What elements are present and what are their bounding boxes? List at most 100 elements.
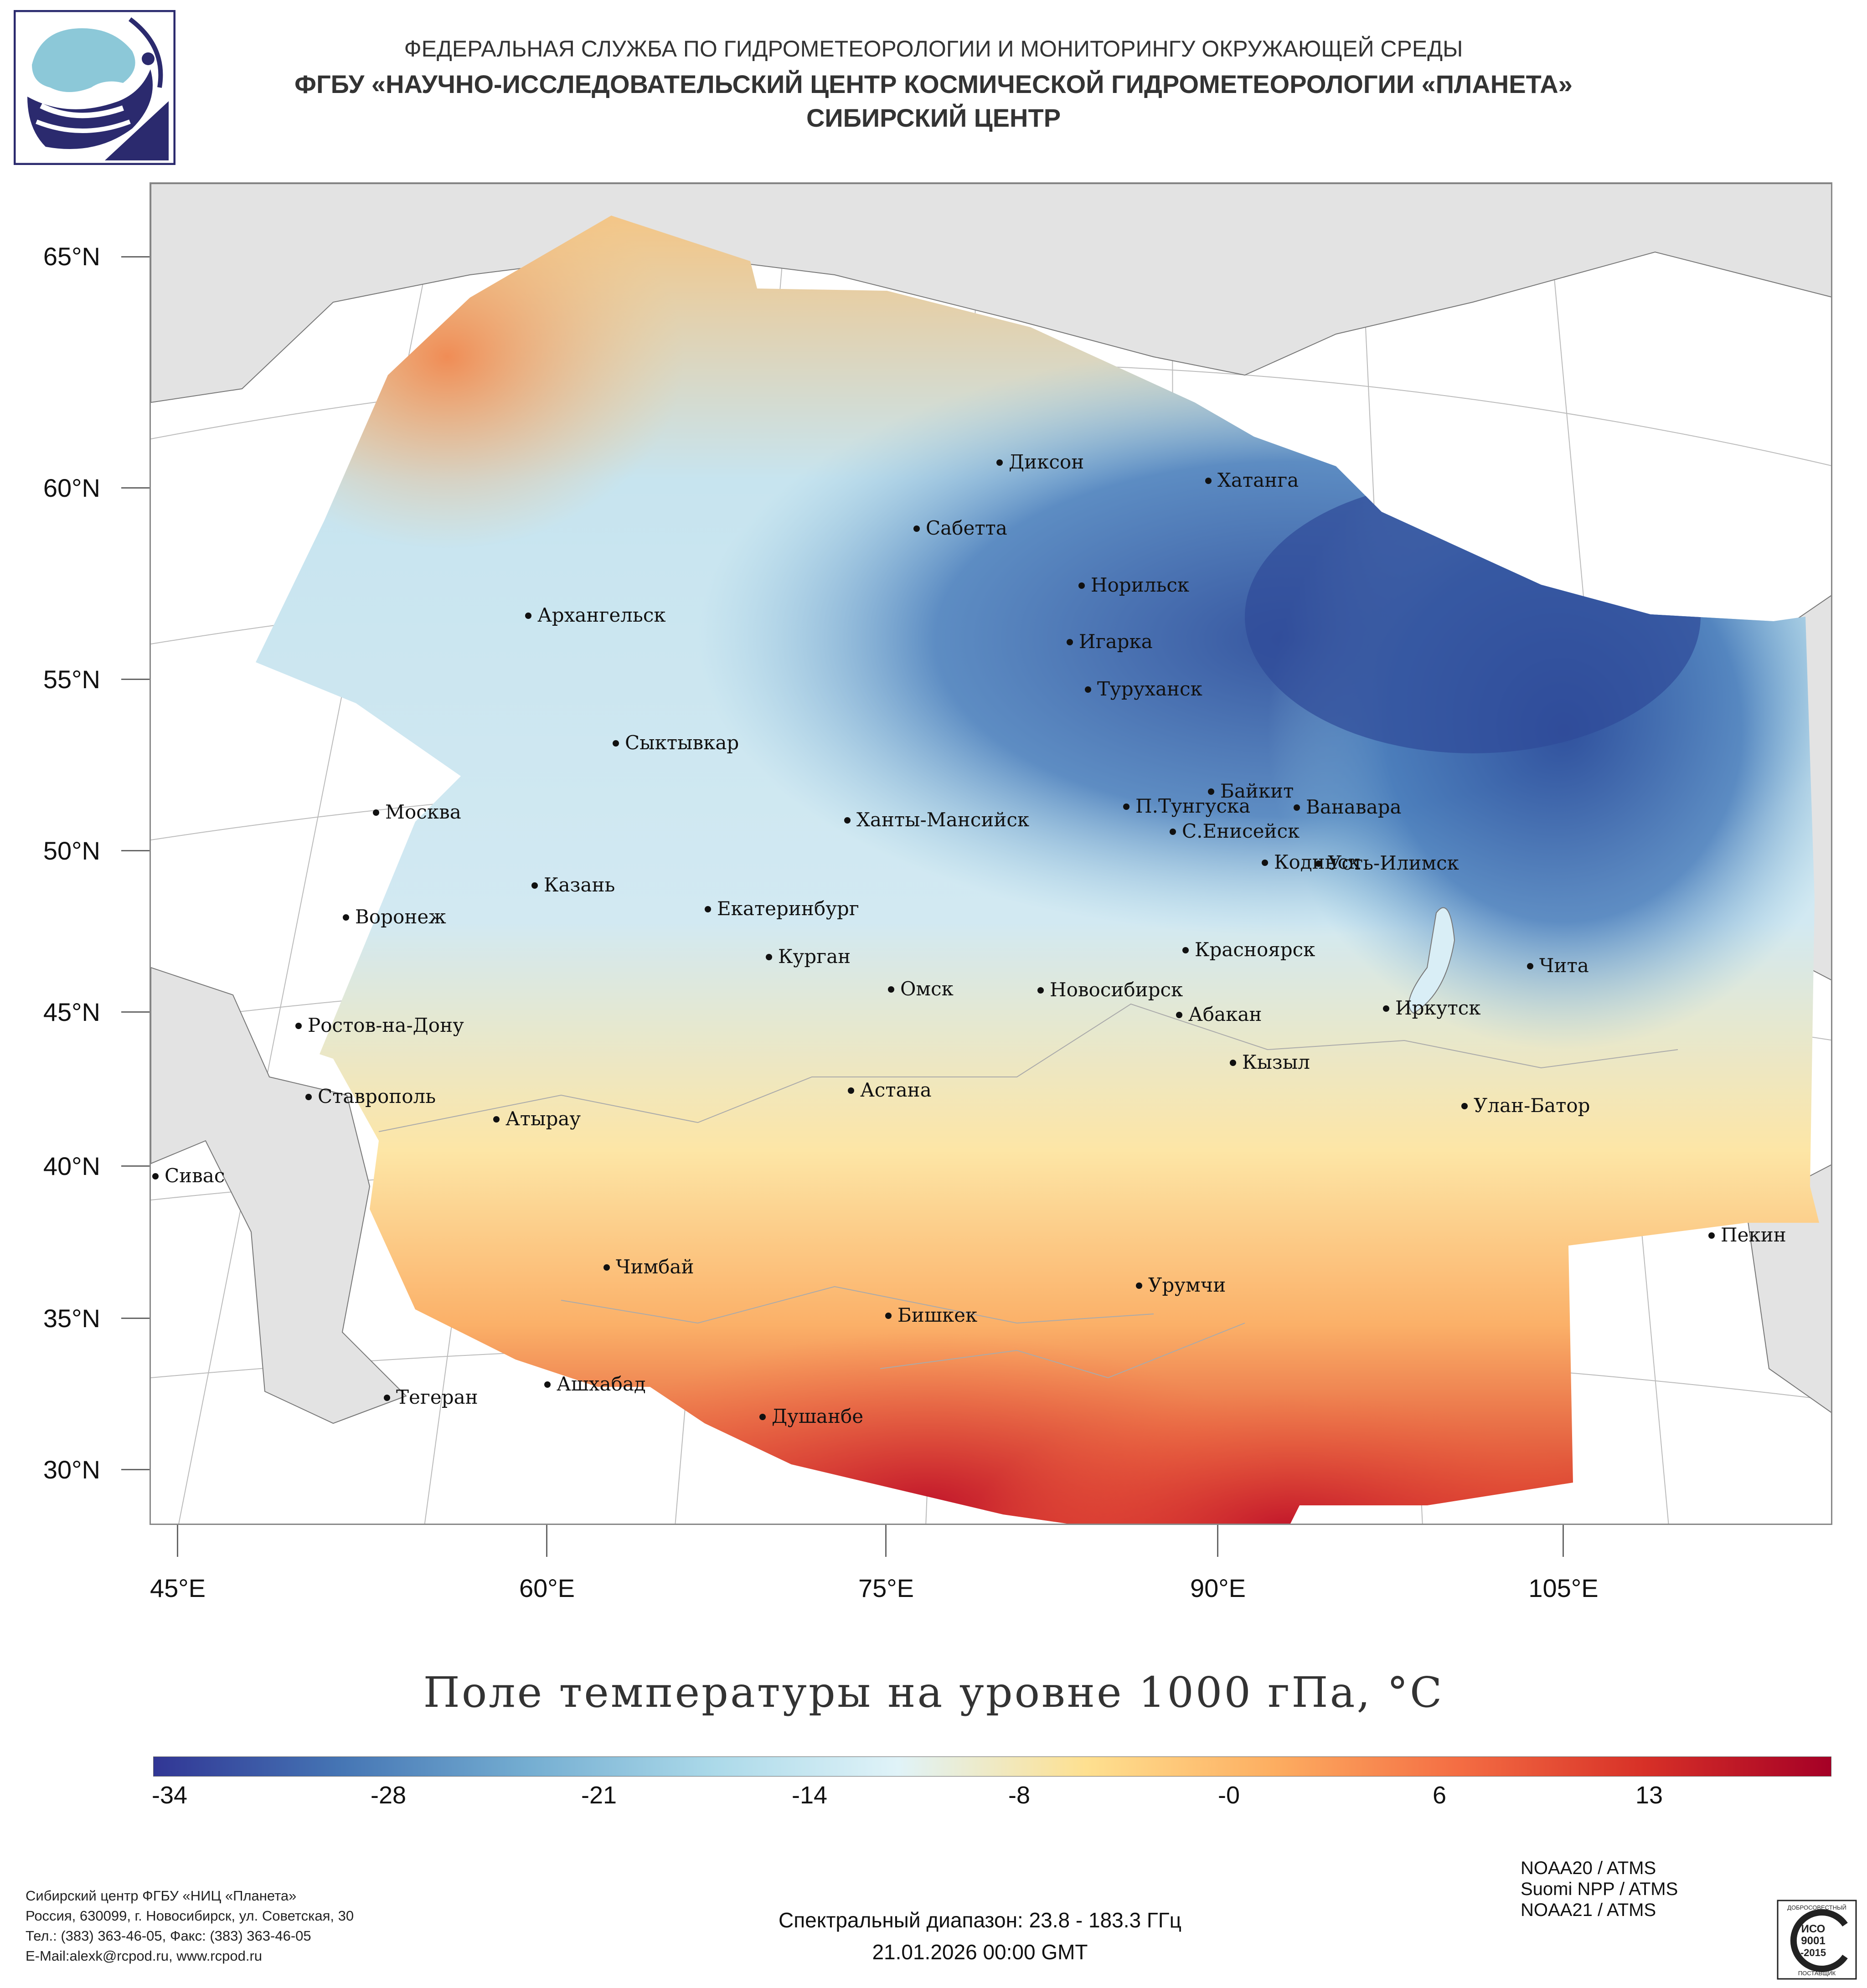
header-agency: ФЕДЕРАЛЬНАЯ СЛУЖБА ПО ГИДРОМЕТЕОРОЛОГИИ …: [404, 36, 1463, 62]
city-turukhansk: Туруханск: [1085, 678, 1202, 700]
iso-badge: ДОБРОСОВЕСТНЫЙ ИСО 9001 -2015 ПОСТАВЩИК: [1777, 1900, 1857, 1980]
svg-text:Ашхабад: Ашхабад: [557, 1373, 646, 1395]
city-baykit: Байкит: [1208, 780, 1294, 802]
lat-label-50: 50°N: [43, 836, 100, 865]
svg-text:Москва: Москва: [385, 801, 461, 823]
city-chita: Чита: [1527, 954, 1589, 977]
city-atyrau: Атырау: [493, 1107, 581, 1130]
city-pekin: Пекин: [1708, 1224, 1786, 1246]
city-igarka: Игарка: [1067, 630, 1153, 653]
org-address: Россия, 630099, г. Новосибирск, ул. Сове…: [26, 1908, 354, 1924]
svg-text:Новосибирск: Новосибирск: [1050, 979, 1183, 1001]
city-s-eniseysk: С.Енисейск: [1170, 820, 1300, 842]
city-p-tunguska: П.Тунгуска: [1123, 795, 1250, 817]
lat-label-55: 55°N: [43, 665, 100, 694]
lat-label-65: 65°N: [43, 242, 100, 271]
svg-text:Воронеж: Воронеж: [355, 906, 446, 928]
svg-text:ПОСТАВЩИК: ПОСТАВЩИК: [1798, 1970, 1836, 1977]
svg-text:Ростов-на-Дону: Ростов-на-Дону: [308, 1014, 464, 1036]
city-dikson: Диксон: [996, 451, 1084, 473]
svg-text:Абакан: Абакан: [1188, 1003, 1262, 1025]
svg-text:ИСО: ИСО: [1801, 1923, 1826, 1935]
svg-text:Омск: Омск: [900, 978, 954, 1000]
svg-text:Архангельск: Архангельск: [537, 604, 666, 626]
city-voronezh: Воронеж: [343, 906, 446, 928]
svg-text:Игарка: Игарка: [1079, 630, 1153, 653]
cb-label-6: 6: [1432, 1782, 1447, 1809]
city-omsk: Омск: [888, 978, 954, 1000]
map-title: Поле температуры на уровне 1000 гПа, °C: [423, 1668, 1444, 1717]
baikal-lake: [1408, 907, 1455, 1014]
lat-label-40: 40°N: [43, 1152, 100, 1180]
city-norilsk: Норильск: [1078, 574, 1189, 596]
spectral-range: Спектральный диапазон: 23.8 - 183.3 ГГц: [778, 1908, 1182, 1932]
city-kyzyl: Кызыл: [1230, 1051, 1310, 1073]
lat-label-35: 35°N: [43, 1304, 100, 1333]
org-contacts: Сибирский центр ФГБУ «НИЦ «Планета» Росс…: [26, 1886, 354, 1966]
city-astana: Астана: [848, 1079, 932, 1101]
city-sabetta: Сабетта: [913, 517, 1007, 539]
city-ust-ilimsk: Усть-Илимск: [1315, 852, 1459, 874]
borders: [378, 1003, 1678, 1379]
observation-datetime: 21.01.2026 00:00 GMT: [872, 1940, 1088, 1964]
lon-label-75: 75°E: [858, 1574, 914, 1602]
svg-text:Урумчи: Урумчи: [1148, 1274, 1226, 1296]
svg-text:Сыктывкар: Сыктывкар: [625, 731, 739, 754]
lon-label-90: 90°E: [1190, 1574, 1246, 1602]
lat-label-30: 30°N: [43, 1455, 100, 1484]
svg-text:Сабетта: Сабетта: [926, 517, 1007, 539]
svg-text:Кызыл: Кызыл: [1242, 1051, 1310, 1073]
city-abakan: Абакан: [1176, 1003, 1262, 1025]
svg-text:Атырау: Атырау: [505, 1107, 581, 1130]
svg-text:Курган: Курган: [778, 945, 851, 968]
city-chimbay: Чимбай: [603, 1256, 694, 1278]
cb-label-m28: -28: [370, 1782, 407, 1809]
svg-text:Норильск: Норильск: [1091, 574, 1189, 596]
map-canvas: Диксон Хатанга Сабетта Норильск Архангел…: [151, 184, 1831, 1524]
city-kazan: Казань: [531, 874, 615, 896]
city-ekaterinburg: Екатеринбург: [705, 897, 859, 920]
svg-text:Душанбе: Душанбе: [772, 1405, 863, 1427]
svg-text:ДОБРОСОВЕСТНЫЙ: ДОБРОСОВЕСТНЫЙ: [1787, 1904, 1846, 1911]
city-moscow: Москва: [373, 801, 461, 823]
lat-label-60: 60°N: [43, 474, 100, 502]
city-bishkek: Бишкек: [885, 1304, 977, 1326]
city-sivas: Сивас: [152, 1164, 225, 1187]
svg-text:С.Енисейск: С.Енисейск: [1182, 820, 1300, 842]
svg-text:Диксон: Диксон: [1009, 451, 1084, 473]
svg-text:-2015: -2015: [1800, 1947, 1826, 1958]
observation-info: Спектральный диапазон: 23.8 - 183.3 ГГц …: [593, 1904, 1367, 1968]
svg-text:Казань: Казань: [544, 874, 615, 896]
city-arkhangelsk: Архангельск: [525, 604, 666, 626]
header-center: СИБИРСКИЙ ЦЕНТР: [806, 103, 1061, 132]
city-krasnoyarsk: Красноярск: [1182, 938, 1315, 961]
lat-label-45: 45°N: [43, 998, 100, 1026]
svg-text:Сивас: Сивас: [165, 1164, 225, 1187]
svg-text:Ханты-Мансийск: Ханты-Мансийск: [856, 809, 1029, 831]
planeta-logo: [14, 10, 175, 165]
satellite-noaa21: NOAA21 / ATMS: [1521, 1900, 1656, 1920]
temperature-field: [256, 216, 1819, 1524]
svg-text:Иркутск: Иркутск: [1395, 997, 1480, 1019]
svg-text:Ставрополь: Ставрополь: [318, 1085, 436, 1107]
cb-label-m21: -21: [581, 1782, 617, 1809]
city-rostov-na-donu: Ростов-на-Дону: [295, 1014, 464, 1036]
satellite-list: NOAA20 / ATMS Suomi NPP / ATMS NOAA21 / …: [1521, 1858, 1678, 1921]
city-ulan-bator: Улан-Батор: [1461, 1094, 1590, 1117]
svg-text:Усть-Илимск: Усть-Илимск: [1328, 852, 1459, 874]
svg-text:Тегеран: Тегеран: [396, 1386, 478, 1408]
org-phone: Тел.: (383) 363-46-05, Факс: (383) 363-4…: [26, 1928, 311, 1944]
svg-text:Улан-Батор: Улан-Батор: [1474, 1094, 1590, 1117]
temperature-map: Диксон Хатанга Сабетта Норильск Архангел…: [150, 182, 1832, 1525]
svg-text:Екатеринбург: Екатеринбург: [717, 897, 859, 920]
svg-text:Астана: Астана: [860, 1079, 932, 1101]
svg-text:Пекин: Пекин: [1721, 1224, 1786, 1246]
lon-label-60: 60°E: [519, 1574, 575, 1602]
svg-text:9001: 9001: [1801, 1935, 1825, 1947]
satellite-suomi-npp: Suomi NPP / ATMS: [1521, 1879, 1678, 1899]
svg-text:Чита: Чита: [1539, 954, 1589, 977]
svg-text:П.Тунгуска: П.Тунгуска: [1135, 795, 1250, 817]
city-syktyvkar: Сыктывкар: [613, 731, 739, 754]
city-dushanbe: Душанбе: [759, 1405, 863, 1427]
satellite-noaa20: NOAA20 / ATMS: [1521, 1858, 1656, 1878]
